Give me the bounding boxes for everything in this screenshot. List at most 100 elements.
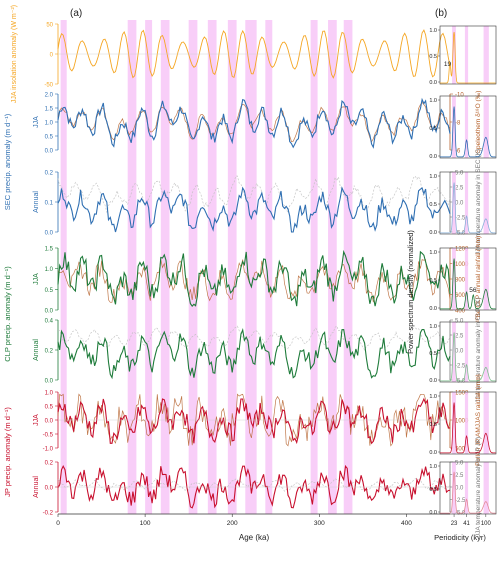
spectrum-ytick-label-0-0: 1.0 xyxy=(429,28,437,34)
jp-annual-ylabel: Annual xyxy=(33,476,40,498)
clp-jja-y2tick-label-1: 1000 xyxy=(455,262,469,268)
spectrum-band-3-2 xyxy=(483,248,489,310)
spectrum-ytick-label-4-2: 0.0 xyxy=(429,378,437,384)
clp-jja-ytick-label-0: 1.5 xyxy=(45,247,54,253)
clp-jja-ylabel: JJA xyxy=(33,273,40,285)
spectrum-ytick-label-6-0: 1.0 xyxy=(429,464,437,470)
spectrum-line-2 xyxy=(440,182,496,234)
clp-jja-y2label: ¹⁰Be CLP annual rainfall (mm) xyxy=(474,236,482,322)
periodicity-axis-label: Periodicity (kyr) xyxy=(434,533,486,542)
sec-annual-y2tick-label-3: -2.5 xyxy=(455,216,466,222)
spectrum-ytick-label-2-2: 0.0 xyxy=(429,230,437,236)
spectrum-line-0 xyxy=(440,31,496,84)
sec-jja-main-line xyxy=(57,97,451,149)
jp-annual-y2tick-label-2: 0.0 xyxy=(455,486,464,492)
clp-jja-y2tick-label-3: 600 xyxy=(455,293,466,299)
age-axis: 0 100 200 300 400 xyxy=(56,513,450,527)
shade-band-10 xyxy=(328,20,337,514)
shade-band-1 xyxy=(127,20,137,514)
spectrum-panel-1: 1.0 0.5 0.0 xyxy=(429,95,497,160)
jp-annual-secondary-line xyxy=(57,478,451,492)
spectrum-ytick-label-1-0: 1.0 xyxy=(429,98,437,104)
jp-jja-ytick-label-0: 1.0 xyxy=(45,391,54,397)
panel-insolation: 50 0 -50 JJA insolation anomaly (W m⁻²) xyxy=(11,5,451,103)
shade-band-6 xyxy=(227,20,237,514)
clp-jja-y2tick-label-4: 400 xyxy=(455,309,466,315)
age-tick-label-2: 200 xyxy=(227,520,238,527)
jp-jja-ylabel: JJA xyxy=(33,414,40,426)
spectrum-band-0-1 xyxy=(464,26,469,84)
jp-jja-ytick-label-2: 0.0 xyxy=(45,419,54,425)
spectrum-frame-4 xyxy=(439,321,497,383)
spectrum-band-4-2 xyxy=(483,322,489,382)
insolation-ytick-label-0: 50 xyxy=(46,23,53,29)
jp-group-label: JP precip. anomaly (m d⁻¹) xyxy=(3,407,12,497)
spectrum-ytick-label-0-1: 0.5 xyxy=(429,54,437,60)
sec-jja-ytick-label-4: 0.0 xyxy=(45,149,54,155)
panel-a-label: (a) xyxy=(70,8,82,19)
clp-jja-ytick-label-2: 0.5 xyxy=(45,288,54,294)
age-axis-label: Age (ka) xyxy=(239,533,270,542)
spectrum-band-2-2 xyxy=(483,172,489,234)
clp-jja-ytick-label-3: 0.0 xyxy=(45,309,54,315)
jp-jja-y2tick-label-0: 1500 xyxy=(455,391,469,397)
spectrum-band-5-2 xyxy=(483,392,489,454)
sec-jja-ytick-label-1: 1.5 xyxy=(45,107,54,113)
spectrum-panel-0: 1.0 0.5 0.0 xyxy=(429,25,497,86)
spectrum-band-6-2 xyxy=(483,462,489,514)
jp-annual-ytick-label-1: 0.0 xyxy=(45,486,54,492)
clp-annual-y2tick-label-3: -2.5 xyxy=(455,364,466,370)
jp-annual-y2tick-label-1: 2.5 xyxy=(455,473,464,479)
sec-annual-ytick-label-0: 0.2 xyxy=(45,171,54,177)
clp-annual-y2tick-label-0: 5.0 xyxy=(455,319,464,325)
sec-annual-main-line xyxy=(57,186,451,233)
jp-annual-ytick-label-0: 0.2 xyxy=(45,461,54,467)
sec-annual-ytick-label-1: 0.1 xyxy=(45,201,54,207)
spectrum-band-2-0 xyxy=(452,172,456,234)
clp-annual-y2label: JJA temperature anomaly in CLP (K) xyxy=(475,297,482,402)
spectrum-frame-6 xyxy=(439,461,497,515)
spectrum-ytick-label-4-0: 1.0 xyxy=(429,324,437,330)
sec-group-label: SEC precip. anomaly (m d⁻¹) xyxy=(3,113,12,210)
periodicity-tick-label-0: 23 xyxy=(451,521,458,527)
clp-annual-ytick-label-1: 0.2 xyxy=(45,349,54,355)
spectrum-peak-label-56: 56 xyxy=(469,287,477,294)
sec-annual-y2tick-label-0: 5.0 xyxy=(455,171,464,177)
spectrum-band-3-1 xyxy=(464,248,469,310)
spectrum-band-1-1 xyxy=(464,96,469,158)
clp-annual-ytick-label-0: 0.4 xyxy=(45,319,54,325)
jp-jja-main-line xyxy=(57,397,451,445)
jp-jja-y2label: Pollen JP AMJJAS rainfall (mm) xyxy=(475,374,482,466)
clp-annual-y2tick-label-1: 2.5 xyxy=(455,334,464,340)
spectrum-ytick-label-6-2: 0.0 xyxy=(429,510,437,516)
spectrum-band-5-1 xyxy=(464,392,469,454)
spectrum-ytick-label-6-1: 0.5 xyxy=(429,487,437,493)
spectrum-band-4-1 xyxy=(464,322,469,382)
jp-annual-y2tick-label-0: 5.0 xyxy=(455,461,464,467)
shade-band-9 xyxy=(310,20,318,514)
shade-band-7 xyxy=(245,20,257,514)
sec-jja-ytick-label-3: 0.5 xyxy=(45,135,54,141)
clp-jja-main-line xyxy=(57,249,451,307)
spectrum-peak-label-19: 19 xyxy=(444,61,452,68)
panel-sec-jja: 2.0 1.5 1.0 0.5 0.0 JJA -10 -8 -6 Speleothem δ¹⁸O… xyxy=(33,91,482,155)
spectrum-ytick-label-3-2: 0.0 xyxy=(429,306,437,312)
clp-annual-ytick-label-2: 0.0 xyxy=(45,379,54,385)
age-tick-label-3: 300 xyxy=(314,520,325,527)
clp-jja-y2tick-label-2: 800 xyxy=(455,278,466,284)
spectrum-line-6 xyxy=(440,471,496,514)
sec-jja-ytick-label-0: 2.0 xyxy=(45,93,54,99)
sec-jja-ytick-label-2: 1.0 xyxy=(45,121,54,127)
spectrum-ytick-label-1-2: 0.0 xyxy=(429,154,437,160)
clp-annual-secondary-line xyxy=(57,325,451,351)
sec-jja-y2tick-label-2: -6 xyxy=(455,149,461,155)
power-spectrum-axis-label: Power spectrum density (normalized) xyxy=(406,230,415,354)
spectrum-panel-4: 1.0 0.5 0.0 xyxy=(429,321,497,384)
sec-jja-y2label: Speleothem δ¹⁸O (‰) xyxy=(475,91,482,154)
spectrum-frame-2 xyxy=(439,171,497,235)
jp-annual-y2tick-label-3: -2.5 xyxy=(455,498,466,504)
clp-annual-ylabel: Annual xyxy=(33,339,40,361)
